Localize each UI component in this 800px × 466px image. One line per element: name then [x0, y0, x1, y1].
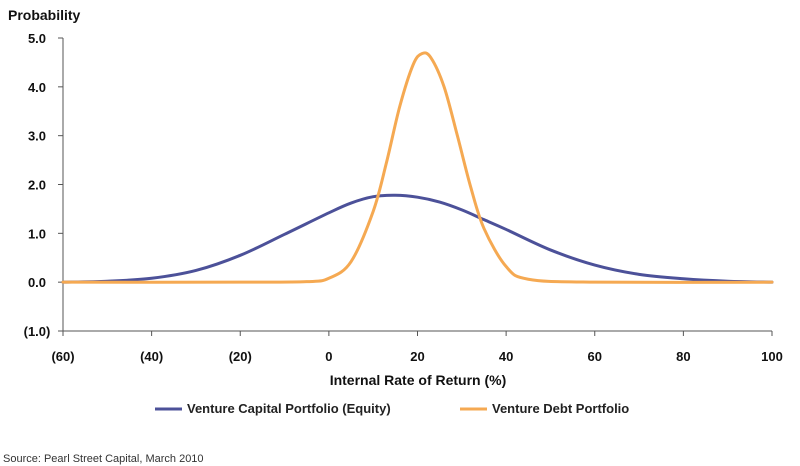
x-tick-label: 80	[676, 349, 690, 364]
y-tick-label: 4.0	[28, 80, 46, 95]
y-tick-label: 5.0	[28, 31, 46, 46]
y-tick-label: 3.0	[28, 129, 46, 144]
series-line-equity	[61, 193, 774, 284]
x-axis-title: Internal Rate of Return (%)	[330, 372, 507, 388]
legend-label-equity: Venture Capital Portfolio (Equity)	[187, 401, 391, 416]
legend-label-debt: Venture Debt Portfolio	[492, 401, 629, 416]
y-tick-label: 2.0	[28, 178, 46, 193]
y-tick-label: (1.0)	[24, 324, 51, 339]
y-ticks: (1.0) 0.0 1.0 2.0 3.0 4.0 5.0	[24, 31, 63, 339]
x-tick-label: (40)	[140, 349, 163, 364]
x-tick-label: (60)	[51, 349, 74, 364]
series-line-debt	[61, 51, 774, 284]
x-tick-label: 60	[588, 349, 602, 364]
legend: Venture Capital Portfolio (Equity) Ventu…	[155, 401, 629, 416]
x-tick-label: (20)	[229, 349, 252, 364]
x-tick-label: 40	[499, 349, 513, 364]
x-tick-label: 20	[410, 349, 424, 364]
y-tick-label: 1.0	[28, 226, 46, 241]
source-note: Source: Pearl Street Capital, March 2010	[3, 453, 204, 465]
x-ticks: (60) (40) (20) 0 20 40 60 80 100	[51, 331, 783, 364]
x-tick-label: 0	[325, 349, 332, 364]
x-tick-label: 100	[761, 349, 783, 364]
y-axis-title: Probability	[8, 7, 81, 23]
y-tick-label: 0.0	[28, 275, 46, 290]
series-lines	[61, 51, 774, 284]
